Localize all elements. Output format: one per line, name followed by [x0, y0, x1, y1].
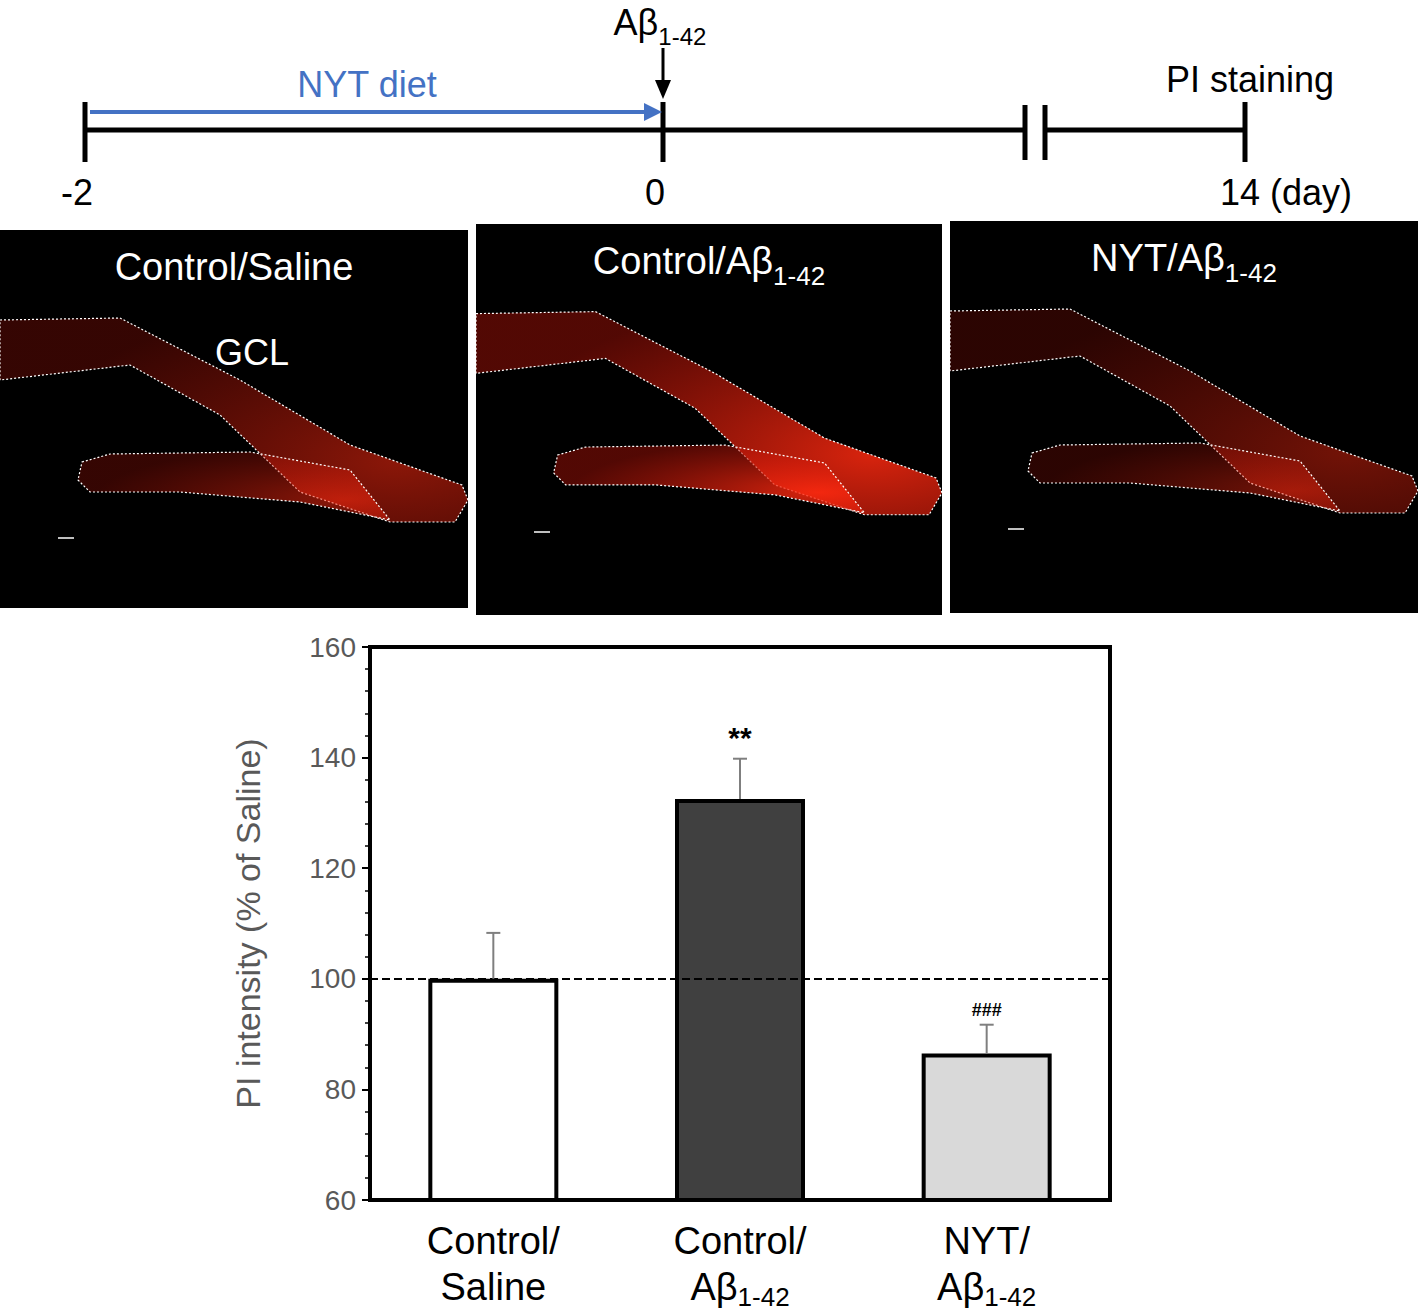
svg-text:GCL: GCL	[215, 332, 289, 373]
svg-text:60: 60	[325, 1185, 356, 1216]
svg-text:###: ###	[972, 1000, 1002, 1020]
svg-text:Control/Saline: Control/Saline	[115, 246, 354, 288]
svg-text:NYT diet: NYT diet	[297, 64, 436, 105]
svg-text:120: 120	[309, 853, 356, 884]
svg-text:100: 100	[309, 963, 356, 994]
svg-text:160: 160	[309, 632, 356, 663]
svg-text:Control/: Control/	[427, 1220, 560, 1262]
svg-text:-2: -2	[61, 172, 93, 213]
svg-text:PI staining: PI staining	[1166, 59, 1334, 100]
svg-text:1-42: 1-42	[738, 1282, 790, 1312]
svg-text:Control/Aβ1-42: Control/Aβ1-42	[593, 240, 825, 291]
svg-text:140: 140	[309, 742, 356, 773]
svg-text:NYT/Aβ1-42: NYT/Aβ1-42	[1091, 237, 1277, 288]
svg-text:NYT/: NYT/	[943, 1220, 1030, 1262]
svg-text:0: 0	[645, 172, 665, 213]
svg-text:1-42: 1-42	[984, 1282, 1036, 1312]
svg-text:Control/: Control/	[673, 1220, 806, 1262]
svg-text:**: **	[728, 721, 752, 754]
svg-text:80: 80	[325, 1074, 356, 1105]
svg-text:Aβ: Aβ	[690, 1266, 737, 1308]
svg-text:Aβ1-42: Aβ1-42	[614, 2, 707, 50]
svg-text:14 (day): 14 (day)	[1220, 172, 1352, 213]
svg-text:Aβ: Aβ	[937, 1266, 984, 1308]
svg-text:PI intensity (% of Saline): PI intensity (% of Saline)	[229, 738, 267, 1108]
svg-text:Saline: Saline	[441, 1266, 547, 1308]
